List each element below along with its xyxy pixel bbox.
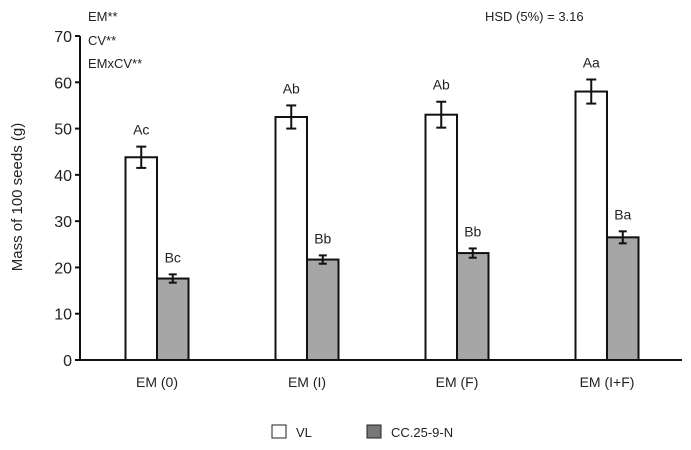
significance-emxcv: EMxCV**: [88, 56, 142, 71]
data-label: Ab: [433, 77, 450, 93]
bar-cc: [456, 252, 490, 361]
x-tick-label: EM (I+F): [580, 374, 635, 390]
bar-cc: [606, 236, 640, 361]
data-label: Ab: [283, 80, 300, 96]
bar-vl: [274, 116, 308, 361]
significance-cv: CV**: [88, 33, 116, 48]
data-label: Bb: [314, 230, 331, 246]
data-label: Bc: [165, 249, 181, 265]
legend-swatch-cc: [366, 424, 382, 439]
bar-vl: [424, 113, 458, 361]
x-tick-label: EM (0): [136, 374, 178, 390]
bars: Ac Bc Ab Bb Ab Bb Aa Ba: [124, 55, 640, 362]
data-label: Aa: [583, 55, 600, 71]
data-label: Bb: [464, 223, 481, 239]
y-tick-label: 50: [54, 122, 72, 139]
legend-swatch-vl: [271, 424, 287, 439]
y-tick-label: 30: [54, 214, 72, 231]
x-tick-label: EM (F): [436, 374, 479, 390]
y-tick-label: 10: [54, 307, 72, 324]
x-tick-label: EM (I): [288, 374, 326, 390]
y-tick-label: 20: [54, 260, 72, 277]
bar-vl: [124, 156, 158, 361]
hsd-annotation: HSD (5%) = 3.16: [485, 9, 584, 24]
legend-label-vl: VL: [296, 425, 312, 440]
y-tick-label: 40: [54, 168, 72, 185]
data-label: Ba: [614, 206, 631, 222]
bar-cc: [306, 258, 340, 361]
bar-cc: [156, 277, 190, 361]
y-tick-label: 70: [54, 29, 72, 46]
y-tick-label: 0: [63, 353, 72, 370]
y-axis: 0 10 20 30 40 50 60 70: [54, 29, 81, 370]
bar-vl: [574, 90, 608, 362]
legend: VL CC.25-9-N: [271, 424, 453, 440]
y-tick-label: 60: [54, 75, 72, 92]
legend-label-cc: CC.25-9-N: [391, 425, 453, 440]
significance-em: EM**: [88, 9, 118, 24]
data-label: Ac: [133, 122, 149, 138]
y-axis-label: Mass of 100 seeds (g): [9, 123, 26, 271]
x-axis: EM (0) EM (I) EM (F) EM (I+F): [80, 359, 682, 390]
